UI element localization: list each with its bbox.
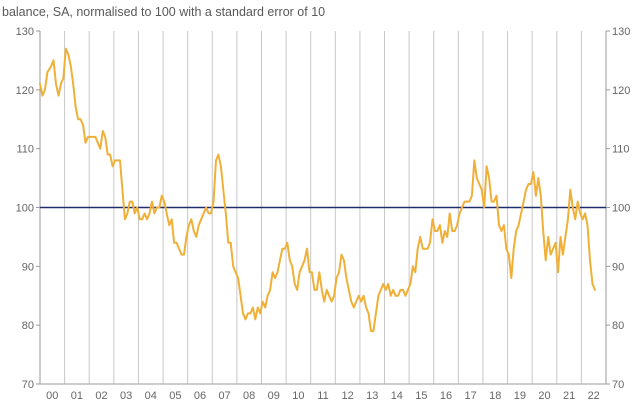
- x-tick-label: 19: [514, 390, 526, 402]
- x-tick-label: 01: [71, 390, 83, 402]
- y-tick-label-right: 110: [612, 144, 630, 156]
- x-tick-label: 00: [46, 390, 58, 402]
- x-tick-label: 09: [268, 390, 280, 402]
- x-tick-label: 07: [218, 390, 230, 402]
- y-axis-right: 70 80 90 100 110 120 130: [606, 26, 630, 391]
- y-tick-label-left: 120: [16, 85, 34, 97]
- x-tick-label: 14: [391, 390, 403, 402]
- y-tick-label-left: 110: [16, 144, 34, 156]
- x-tick-label: 12: [341, 390, 353, 402]
- y-axis-left: 70 80 90 100 110 120 130: [16, 26, 40, 391]
- y-tick-label-left: 100: [16, 203, 34, 215]
- y-tick-label-right: 120: [612, 85, 630, 97]
- x-tick-label: 15: [415, 390, 427, 402]
- x-tick-label: 05: [169, 390, 181, 402]
- x-tick-label: 21: [563, 390, 575, 402]
- series-line: [39, 47, 596, 333]
- x-tick-label: 22: [588, 390, 600, 402]
- x-tick-label: 11: [317, 390, 328, 402]
- x-tick-label: 03: [120, 390, 132, 402]
- x-tick-label: 17: [465, 390, 477, 402]
- y-tick-label-right: 90: [612, 261, 624, 273]
- x-tick-label: 02: [95, 390, 107, 402]
- y-tick-label-right: 80: [612, 320, 624, 332]
- x-axis: 00 01 02 03 04 05 06 07 08 09 10 11 12 13 14 15 16 17 18 19…: [46, 390, 600, 402]
- x-tick-label: 04: [145, 390, 157, 402]
- x-tick-label: 06: [194, 390, 206, 402]
- y-tick-label-left: 70: [22, 379, 34, 391]
- x-tick-label: 16: [440, 390, 452, 402]
- y-tick-label-right: 100: [612, 203, 630, 215]
- x-tick-label: 20: [538, 390, 550, 402]
- x-tick-label: 10: [292, 390, 304, 402]
- y-tick-label-left: 80: [22, 320, 34, 332]
- chart-subtitle: balance, SA, normalised to 100 with a st…: [2, 5, 326, 19]
- y-tick-label-left: 130: [16, 26, 34, 38]
- x-tick-label: 13: [366, 390, 378, 402]
- x-tick-label: 18: [489, 390, 501, 402]
- y-tick-label-right: 130: [612, 26, 630, 38]
- series-group: [39, 47, 596, 333]
- y-tick-label-left: 90: [22, 261, 34, 273]
- y-tick-label-right: 70: [612, 379, 624, 391]
- x-tick-label: 08: [243, 390, 255, 402]
